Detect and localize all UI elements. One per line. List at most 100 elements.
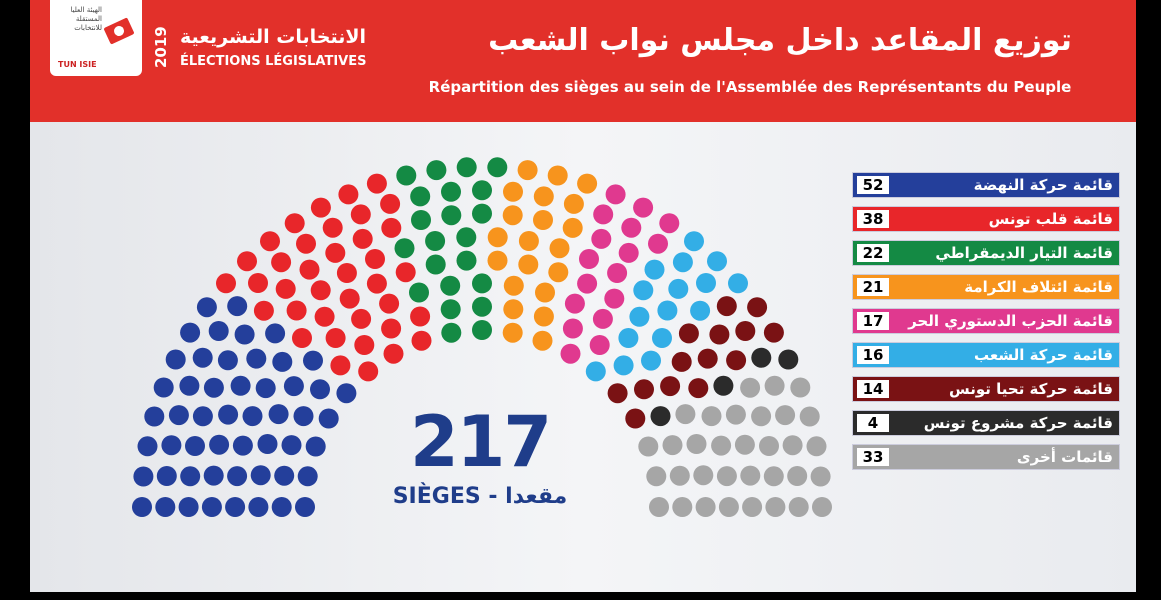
seat (751, 406, 772, 427)
seat (562, 318, 583, 339)
legend-party-name: قائمة حركة النهضة (973, 176, 1113, 194)
seat (763, 466, 784, 487)
election-label-fr: ÉLECTIONS LÉGISLATIVES (180, 54, 367, 69)
seat (271, 252, 292, 273)
seat (563, 193, 584, 214)
seat (671, 351, 692, 372)
seat (380, 193, 401, 214)
seat (192, 406, 213, 427)
seat (395, 262, 416, 283)
legend-item: 4 قائمة حركة مشروع تونس (852, 410, 1120, 436)
seat (633, 197, 654, 218)
seat (641, 350, 661, 371)
seat (806, 436, 827, 457)
seat (284, 213, 305, 234)
seat (336, 383, 357, 404)
seat (652, 328, 672, 348)
seat (579, 249, 599, 269)
seat (790, 377, 811, 398)
seat (709, 324, 730, 345)
legend-item: 14 قائمة حركة تحيا تونس (852, 376, 1120, 402)
seat (659, 213, 680, 234)
seat (747, 297, 768, 318)
seat (621, 217, 642, 238)
seat (503, 181, 523, 202)
seat (292, 328, 312, 348)
legend-seat-count: 33 (857, 448, 889, 466)
seat (660, 376, 681, 397)
seat (669, 465, 690, 486)
seat (274, 465, 295, 486)
seat (740, 465, 761, 486)
seat (295, 497, 315, 517)
seat (577, 173, 598, 194)
seat (592, 308, 613, 329)
seat (225, 497, 246, 517)
seat (201, 497, 222, 517)
seat (144, 406, 165, 427)
seat (314, 306, 335, 327)
seat (218, 404, 239, 425)
title-fr: Répartition des sièges au sein de l'Asse… (428, 78, 1072, 96)
seat (684, 231, 704, 252)
legend-seat-count: 16 (857, 346, 889, 364)
seat (339, 288, 360, 309)
seat (352, 228, 373, 249)
seat (487, 250, 508, 271)
legend-item: 52 قائمة حركة النهضة (852, 172, 1120, 198)
seat (133, 466, 154, 487)
seat (564, 293, 585, 314)
seat (778, 349, 799, 370)
seat (728, 273, 748, 294)
seat (180, 466, 201, 487)
seat (716, 296, 737, 317)
seat (502, 322, 523, 343)
seat (425, 231, 446, 251)
seat (441, 205, 462, 226)
seat (672, 497, 693, 517)
seat (330, 355, 351, 376)
seat (535, 282, 555, 303)
seat (799, 406, 820, 427)
seat (742, 497, 763, 517)
logo-text: الهيئة العليا المستقلة للانتخابات (70, 6, 102, 32)
seat (394, 238, 415, 259)
seat (178, 497, 199, 517)
legend-party-name: قائمة قلب تونس (988, 210, 1113, 228)
seat (441, 322, 462, 343)
seat (696, 273, 716, 293)
seat (548, 262, 569, 283)
seat (253, 300, 274, 321)
seat (644, 259, 665, 280)
seat (456, 157, 477, 178)
total-seats: 217 (409, 401, 552, 483)
legend-party-name: قائمة الحزب الدستوري الحر (908, 312, 1113, 330)
seat (648, 233, 668, 254)
seat (366, 173, 387, 194)
seat (196, 297, 217, 318)
seat (260, 231, 280, 252)
seat (775, 405, 796, 426)
seat (604, 288, 625, 309)
seat (782, 435, 803, 456)
seat (577, 273, 598, 294)
seat (185, 436, 205, 456)
seat (560, 343, 581, 364)
legend-party-name: قائمة ائتلاف الكرامة (964, 278, 1113, 296)
seat (255, 378, 276, 399)
seat (686, 434, 707, 454)
seat (549, 238, 570, 259)
seat (701, 406, 722, 427)
seat (518, 231, 539, 251)
seat (237, 251, 257, 272)
seat (426, 160, 447, 181)
seat (179, 375, 200, 396)
logo-abbr: TUN ISIE (58, 60, 97, 69)
seat (283, 376, 304, 397)
legend-item: 33 قائمات أخرى (852, 444, 1120, 470)
seat (411, 210, 431, 230)
seat (472, 273, 492, 294)
legend-item: 17 قائمة الحزب الدستوري الحر (852, 308, 1120, 334)
seat (456, 250, 477, 271)
